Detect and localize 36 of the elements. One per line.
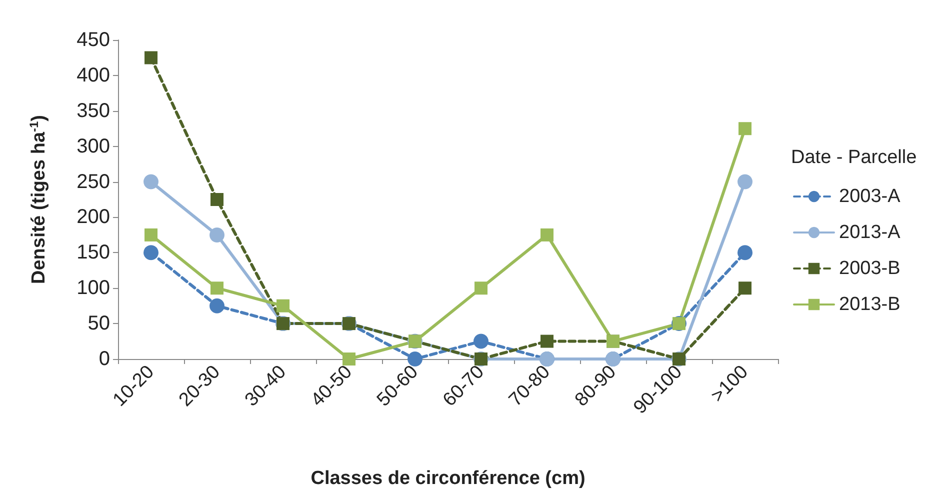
point: [738, 122, 752, 136]
y-tick-label: 350: [76, 100, 110, 122]
point: [276, 299, 290, 312]
point: [210, 298, 224, 314]
point: [738, 282, 752, 295]
point: [342, 352, 356, 366]
point: [738, 245, 752, 260]
y-tick-label: 50: [88, 312, 110, 335]
point: [144, 228, 158, 242]
point: [144, 51, 158, 64]
y-tick-label: 0: [98, 348, 110, 370]
point: [144, 174, 158, 190]
y-axis-title: Densité (tiges ha-1): [27, 114, 50, 284]
point: [474, 282, 488, 295]
y-tick-label: 400: [76, 64, 110, 86]
y-tick-label: 250: [76, 170, 110, 193]
point: [144, 245, 158, 260]
legend-label: 2003-A: [839, 186, 901, 207]
point: [540, 228, 554, 242]
y-tick-label: 200: [76, 206, 110, 228]
legend-label: 2013-A: [839, 222, 901, 243]
point: [210, 227, 224, 242]
x-axis-title: Classes de circonférence (cm): [310, 468, 586, 489]
point: [210, 193, 224, 206]
legend-title: Date - Parcelle: [791, 147, 917, 168]
point: [408, 352, 422, 366]
y-tick-label: 300: [76, 135, 110, 158]
y-tick-label: 450: [76, 29, 110, 51]
legend-label: 2003-B: [839, 258, 900, 279]
point: [540, 334, 554, 348]
y-tick-label: 100: [76, 277, 110, 300]
point: [474, 334, 488, 349]
point: [210, 282, 224, 295]
point: [738, 174, 752, 190]
legend-label: 2013-B: [839, 294, 900, 315]
y-tick-label: 150: [76, 242, 110, 264]
